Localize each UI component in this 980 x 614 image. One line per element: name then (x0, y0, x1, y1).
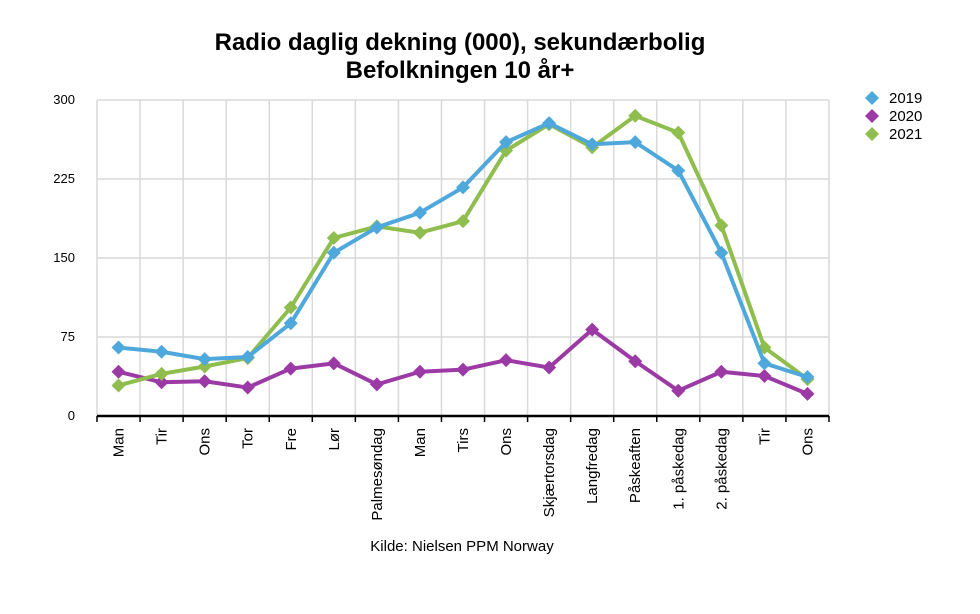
data-point-2020 (800, 386, 815, 401)
data-point-2020 (757, 368, 772, 383)
data-point-2021 (326, 230, 341, 245)
x-tick-label: Skjærtorsdag (541, 428, 558, 517)
x-tick-label: 2. påskedag (713, 428, 730, 510)
x-tick-label: Tor (240, 428, 257, 449)
data-point-2020 (283, 361, 298, 376)
plot-area: 0 75 150 225 300 Man Tir Ons Tor Fre Lør Palmesønda… (53, 92, 830, 521)
legend-label-2019: 2019 (889, 90, 922, 107)
data-point-2019 (154, 344, 169, 359)
x-tick-label: Ons (799, 428, 816, 456)
source-label: Kilde: Nielsen PPM Norway (370, 538, 554, 555)
data-point-2019 (628, 135, 643, 150)
data-point-2020 (154, 375, 169, 390)
data-point-2019 (111, 340, 126, 355)
series-line-2021 (116, 113, 810, 388)
data-point-2019 (757, 356, 772, 371)
data-point-2020 (499, 353, 514, 368)
y-tick-label: 150 (53, 250, 75, 265)
data-point-2019 (412, 205, 427, 220)
legend-marker-2019 (865, 91, 879, 105)
x-tick-label: Langfredag (584, 428, 601, 504)
data-point-2019 (197, 352, 212, 367)
data-point-2021 (628, 108, 643, 123)
data-point-2019 (671, 163, 686, 178)
x-tick-label: Man (412, 428, 429, 457)
x-tick-label: 1. påskedag (670, 428, 687, 510)
data-point-2020 (240, 380, 255, 395)
x-tick-label: Tir (154, 428, 171, 445)
data-point-2019 (585, 137, 600, 152)
data-point-2020 (456, 362, 470, 377)
data-point-2021 (111, 378, 126, 393)
data-point-2021 (283, 300, 298, 315)
y-tick-label: 0 (68, 408, 75, 423)
data-point-2021 (412, 225, 427, 240)
x-tick-label: Man (111, 428, 128, 457)
legend-label-2021: 2021 (889, 126, 922, 143)
x-tick-label: Tirs (455, 428, 472, 452)
data-point-2020 (197, 374, 212, 389)
x-tick-label: Ons (498, 428, 515, 456)
data-point-2020 (714, 364, 729, 379)
data-point-2021 (671, 125, 686, 140)
data-point-2019 (283, 316, 298, 331)
data-point-2020 (585, 322, 600, 337)
data-point-2020 (628, 354, 643, 369)
data-point-2020 (412, 364, 427, 379)
data-point-2019 (800, 370, 815, 385)
chart-subtitle: Befolkningen 10 år+ (346, 57, 575, 84)
legend-label-2020: 2020 (889, 108, 922, 125)
x-tick-label: Lør (326, 428, 343, 451)
data-point-2019 (714, 245, 729, 260)
legend-marker-2020 (865, 109, 879, 123)
data-point-2020 (326, 356, 341, 371)
y-tick-label: 300 (53, 92, 75, 107)
data-point-2019 (456, 180, 470, 195)
y-tick-label: 225 (53, 171, 75, 186)
x-tick-label: Påskeaften (627, 428, 644, 503)
data-point-2020 (542, 360, 557, 375)
data-point-2020 (671, 383, 686, 398)
data-point-2021 (154, 366, 169, 381)
data-point-2020 (111, 364, 126, 379)
x-tick-label: Tir (756, 428, 773, 445)
data-point-2019 (240, 350, 255, 365)
series-line-2019 (116, 121, 810, 380)
data-point-2021 (197, 359, 212, 374)
legend-marker-2021 (865, 127, 879, 141)
y-tick-label: 75 (61, 329, 75, 344)
x-tick-label: Palmesøndag (369, 428, 386, 521)
data-point-2020 (369, 377, 384, 392)
x-tick-label: Ons (197, 428, 214, 456)
data-point-2019 (369, 220, 384, 235)
data-point-2019 (542, 116, 557, 131)
x-tick-label: Fre (283, 428, 300, 451)
data-point-2019 (326, 245, 341, 260)
data-point-2021 (714, 218, 729, 233)
data-point-2019 (499, 135, 514, 150)
chart-title: Radio daglig dekning (000), sekundærboli… (215, 29, 706, 56)
data-point-2021 (456, 214, 470, 229)
